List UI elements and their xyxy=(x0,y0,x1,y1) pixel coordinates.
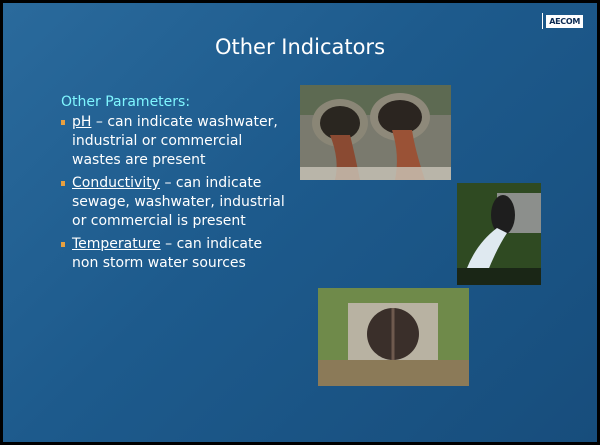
bullet: pH – can indicate washwater, industrial … xyxy=(61,113,291,170)
photo-outfall-pipes xyxy=(300,85,451,180)
bullet-term: Temperature xyxy=(72,236,161,252)
bullet: Temperature – can indicate non storm wat… xyxy=(61,235,291,273)
logo: AECOM xyxy=(542,13,583,29)
page: AECOM Other Indicators Other Parameters:… xyxy=(0,0,600,445)
bullet-term: Conductivity xyxy=(72,175,160,191)
bullet: Conductivity – can indicate sewage, wash… xyxy=(61,174,291,231)
subheading: Other Parameters: xyxy=(61,94,190,110)
bullet-list: pH – can indicate washwater, industrial … xyxy=(61,113,291,277)
bullet-text: – can indicate washwater, industrial or … xyxy=(72,114,278,168)
logo-text: AECOM xyxy=(546,15,583,28)
slide: AECOM Other Indicators Other Parameters:… xyxy=(3,3,597,442)
logo-divider xyxy=(542,13,543,29)
slide-title: Other Indicators xyxy=(3,35,597,59)
bullet-term: pH xyxy=(72,114,91,130)
photo-culvert xyxy=(457,183,541,285)
photo-outfall-gate xyxy=(318,288,469,386)
